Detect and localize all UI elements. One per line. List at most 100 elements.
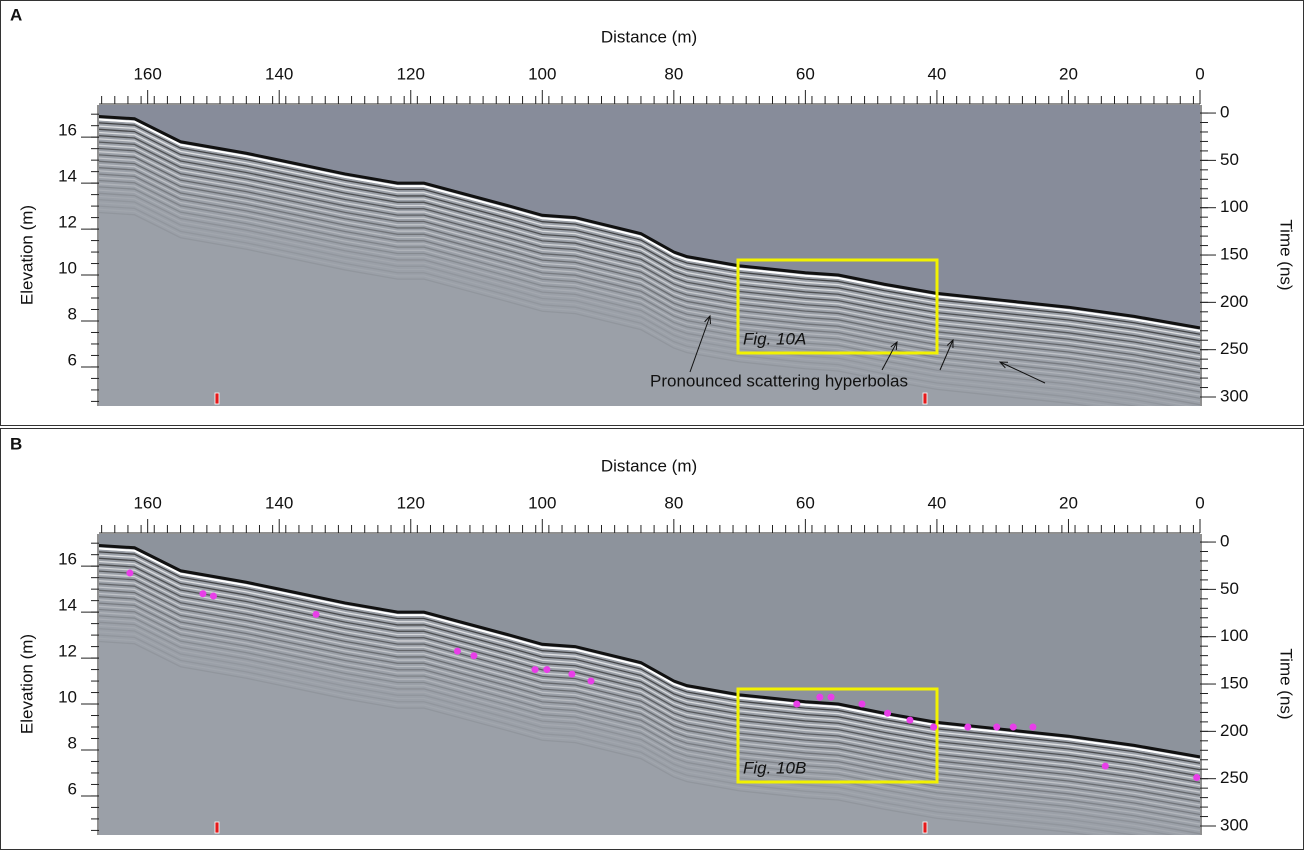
y2-tick-label: 150 (1220, 245, 1248, 264)
y-tick-label: 12 (58, 213, 77, 232)
reflection-band (99, 160, 1200, 374)
y-tick-label: 14 (58, 167, 77, 186)
y2-tick-label: 250 (1220, 339, 1248, 358)
reflection-band (99, 211, 1094, 406)
annotation-arrow (999, 361, 1046, 384)
reflection-band (99, 147, 1200, 361)
x-tick-label: 120 (397, 493, 425, 512)
reflection-band (99, 557, 1200, 771)
x-tick-label: 0 (1195, 64, 1204, 83)
reflection-band (99, 599, 1200, 812)
x-tick-label: 20 (1059, 493, 1078, 512)
box-label: Fig. 10A (743, 329, 806, 348)
y2-tick-label: 100 (1220, 626, 1248, 645)
reflection-band (99, 573, 1200, 787)
y-tick-label: 14 (58, 596, 77, 615)
y2-tick-label: 300 (1220, 386, 1248, 405)
y2-axis-title: Time (ns) (1277, 219, 1296, 290)
x-axis-title: Distance (m) (601, 27, 697, 46)
reflection-band (99, 122, 1200, 335)
y-tick-label: 6 (68, 779, 77, 798)
reflection-band (99, 141, 1200, 355)
y-tick-label: 12 (58, 642, 77, 661)
reflection-band (99, 612, 1200, 825)
reflection-band (99, 176, 1200, 390)
y-tick-label: 8 (68, 733, 77, 752)
box-label: Fig. 10B (743, 758, 806, 777)
reflection-band (99, 596, 1200, 809)
x-tick-label: 60 (796, 64, 815, 83)
y2-tick-label: 0 (1220, 103, 1229, 122)
y-axis-title: Elevation (m) (17, 205, 36, 305)
reflection-band (99, 567, 1200, 780)
y-tick-label: 6 (68, 350, 77, 369)
arrow-head (890, 340, 898, 351)
radargram (99, 114, 1200, 406)
reflection-band (99, 192, 1200, 406)
diffraction-point (827, 693, 835, 701)
reflection-band (99, 618, 1200, 832)
diffraction-point (199, 590, 207, 598)
surface-highlight (99, 118, 1200, 332)
reflection-band (99, 628, 1175, 835)
y-tick-label: 10 (58, 259, 77, 278)
surface-line (99, 543, 1200, 759)
reflection-band (99, 199, 1175, 406)
reflection-band (99, 163, 1200, 377)
figure-box (736, 687, 939, 784)
x-tick-label: 100 (528, 493, 556, 512)
reflection-band (99, 615, 1200, 828)
x-axis-title: Distance (m) (601, 456, 697, 475)
x-tick-label: 100 (528, 64, 556, 83)
reflection-band (99, 624, 1194, 835)
x-tick-label: 120 (397, 64, 425, 83)
reflection-band (99, 608, 1200, 822)
surface-line (99, 114, 1200, 330)
reflection-band (99, 131, 1200, 345)
diffraction-point (793, 700, 801, 708)
position-marker (922, 392, 928, 405)
reflection-band (99, 151, 1200, 364)
reflection-band (99, 154, 1200, 367)
panel-label: B (10, 434, 22, 453)
reflection-band (99, 208, 1117, 406)
y2-tick-label: 200 (1220, 292, 1248, 311)
reflection-band (99, 138, 1200, 351)
reflection-band (99, 551, 1200, 764)
diffraction-point (964, 723, 972, 731)
reflection-band (99, 564, 1200, 777)
diffraction-point (587, 677, 595, 685)
reflection-band (99, 554, 1200, 768)
reflection-band (99, 570, 1200, 784)
y2-tick-label: 300 (1220, 815, 1248, 834)
reflection-band (99, 195, 1194, 406)
y-tick-label: 16 (58, 550, 77, 569)
reflection-band (99, 637, 1117, 835)
reflection-band (99, 589, 1200, 803)
y-tick-label: 8 (68, 304, 77, 323)
reflection-band (99, 640, 1094, 835)
reflection-band (99, 167, 1200, 380)
reflection-band (99, 580, 1200, 793)
position-marker (214, 821, 220, 834)
radargram (99, 543, 1200, 835)
reflection-band (99, 128, 1200, 342)
reflection-band (99, 576, 1200, 790)
figure-box (736, 258, 939, 355)
arrow-head (998, 361, 1009, 369)
reflection-band (99, 592, 1200, 806)
reflection-band (99, 634, 1139, 835)
reflection-band (99, 202, 1157, 406)
panel-label: A (10, 5, 22, 24)
diffraction-point (531, 666, 539, 674)
annotation-arrow (939, 339, 954, 371)
x-tick-label: 140 (265, 493, 293, 512)
y2-tick-label: 50 (1220, 150, 1239, 169)
reflection-band (99, 179, 1200, 393)
annotation-arrow (689, 315, 711, 373)
reflection-band (99, 605, 1200, 819)
reflection-band (99, 173, 1200, 387)
y-tick-label: 16 (58, 121, 77, 140)
diffraction-point (1193, 774, 1201, 782)
